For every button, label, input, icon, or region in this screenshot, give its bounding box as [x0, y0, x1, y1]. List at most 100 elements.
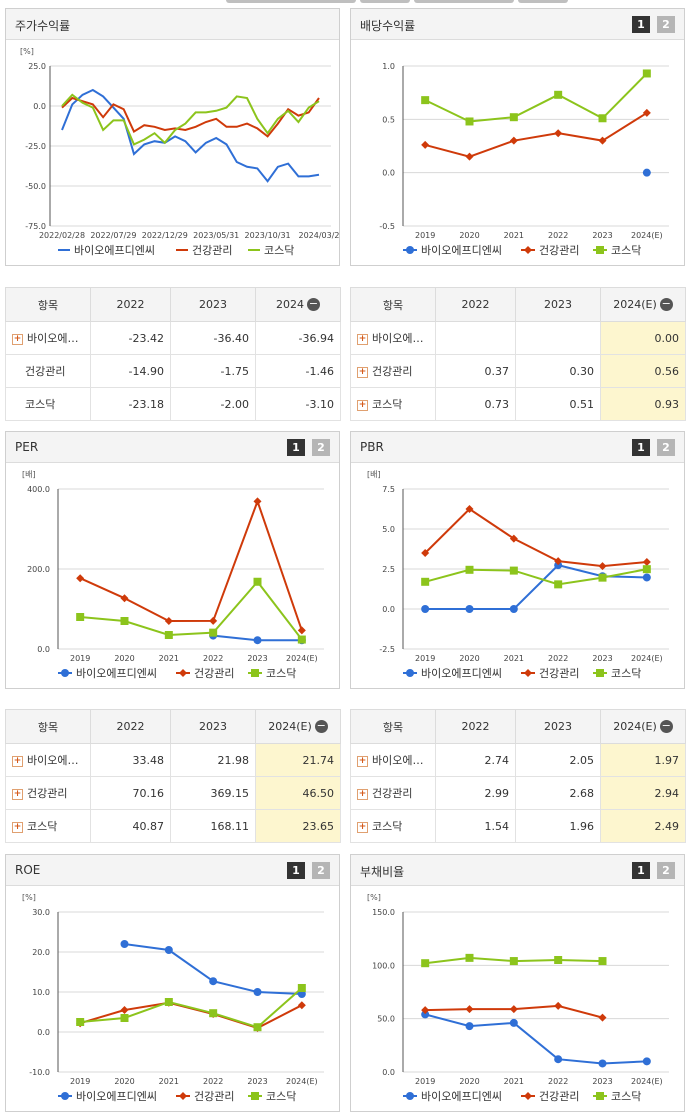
expand-icon[interactable]: + [357, 366, 368, 378]
row-name-cell[interactable]: 코스닥 [5, 387, 91, 421]
stock-return-panel: 주가수익률 [%] 25.0 0.0 -25.0 -50.0 -75.0 2022/02/2… [5, 8, 340, 266]
data-point [509, 605, 518, 613]
column-header-label: 2024(E) [613, 297, 657, 311]
row-name-cell[interactable]: + 코스닥 [350, 809, 436, 843]
table-row: + 코스닥 1.54 1.96 2.49 [350, 809, 686, 843]
x-tick-label: 2019 [415, 231, 435, 240]
data-point [465, 1022, 474, 1031]
view-1-button[interactable]: 1 [632, 439, 650, 456]
expand-icon[interactable]: + [12, 788, 23, 800]
expand-icon[interactable]: + [357, 788, 368, 800]
view-2-button[interactable]: 2 [657, 16, 675, 33]
legend-label: 코스닥 [611, 244, 641, 257]
data-point [421, 140, 430, 149]
legend-label: 코스닥 [264, 244, 294, 257]
row-name-cell[interactable]: + 코스닥 [5, 809, 91, 843]
y-tick-label: -50.0 [25, 182, 46, 191]
y-tick-label: -10.0 [29, 1068, 50, 1077]
view-1-button[interactable]: 1 [287, 439, 305, 456]
panel-title: 주가수익률 [15, 19, 71, 33]
column-header-label: 2023 [199, 298, 227, 311]
top-tab[interactable] [518, 0, 568, 3]
per-table: 항목 2022 2023 2024(E) − + 바이오에… 33.48 21.98 21.74 +… [5, 709, 341, 843]
series-line [79, 498, 303, 631]
column-header: 2023 [515, 287, 601, 322]
legend-label: 바이오에프디엔씨 [421, 667, 502, 680]
series-line [424, 507, 647, 568]
row-name-cell[interactable]: + 바이오에… [5, 321, 91, 355]
data-point [209, 977, 218, 986]
roe-panel: ROE 1 2 [%] 30.0 20.0 10.0 0.0 -10.0 2019 2020 2… [5, 854, 340, 1112]
data-point [465, 605, 474, 613]
expand-icon[interactable]: + [357, 755, 368, 767]
row-name-cell[interactable]: + 바이오에… [5, 743, 91, 777]
data-point [421, 605, 430, 613]
row-name-cell[interactable]: + 건강관리 [350, 354, 436, 388]
y-tick-label: -2.5 [379, 645, 395, 654]
row-name: 건강관리 [25, 365, 66, 378]
column-header: 2022 [435, 709, 516, 744]
view-2-button[interactable]: 2 [657, 862, 675, 879]
view-1-button[interactable]: 1 [287, 862, 305, 879]
data-point [642, 168, 651, 177]
expand-icon[interactable]: + [357, 821, 368, 833]
view-1-button[interactable]: 1 [632, 862, 650, 879]
value-cell: 0.37 [435, 354, 516, 388]
data-point [465, 152, 474, 161]
data-point [509, 1005, 518, 1014]
value-cell: 1.97 [600, 743, 686, 777]
column-header-label: 2022 [461, 720, 490, 733]
expand-icon[interactable]: + [357, 399, 368, 411]
expand-icon[interactable]: + [357, 333, 368, 345]
x-tick-label: 2024(E) [631, 1077, 663, 1086]
data-point [509, 957, 518, 966]
data-point [596, 246, 604, 254]
top-tab[interactable] [414, 0, 514, 3]
row-name: 건강관리 [372, 365, 413, 378]
data-point [598, 573, 607, 582]
data-point [421, 1006, 430, 1015]
column-header: 항목 [5, 287, 91, 322]
row-name-cell[interactable]: + 바이오에… [350, 321, 436, 355]
x-tick-label: 2022 [548, 654, 568, 663]
data-point [421, 577, 430, 586]
view-2-button[interactable]: 2 [312, 439, 330, 456]
data-point [76, 1018, 85, 1026]
data-point [297, 984, 306, 992]
data-point [524, 1092, 532, 1100]
y-tick-label: 30.0 [32, 908, 50, 917]
row-name-cell[interactable]: + 바이오에… [350, 743, 436, 777]
panel-header: 주가수익률 [6, 9, 339, 40]
table-row: + 바이오에… 2.74 2.05 1.97 [350, 743, 686, 777]
series-line [424, 112, 648, 158]
expand-icon[interactable]: + [12, 755, 23, 767]
row-name-cell[interactable]: + 건강관리 [350, 776, 436, 810]
top-tab[interactable] [360, 0, 410, 3]
view-1-button[interactable]: 1 [632, 16, 650, 33]
x-tick-label: 2023 [247, 1077, 267, 1086]
data-point [509, 566, 518, 575]
expand-icon[interactable]: + [12, 333, 23, 345]
x-tick-label: 2023/10/31 [245, 231, 291, 240]
row-name-cell[interactable]: + 건강관리 [5, 776, 91, 810]
expand-icon[interactable]: + [12, 821, 23, 833]
value-cell: 0.51 [515, 387, 601, 421]
collapse-icon[interactable]: − [307, 297, 320, 312]
column-header: 2023 [170, 709, 256, 744]
row-name-cell[interactable]: + 코스닥 [350, 387, 436, 421]
row-name-cell[interactable]: 건강관리 [5, 354, 91, 388]
top-tab[interactable] [226, 0, 356, 3]
value-cell: -36.94 [255, 321, 341, 355]
legend-label: 바이오에프디엔씨 [76, 1090, 157, 1103]
view-2-button[interactable]: 2 [657, 439, 675, 456]
data-point [509, 136, 518, 145]
collapse-icon[interactable]: − [659, 719, 673, 734]
data-point [164, 631, 173, 639]
collapse-icon[interactable]: − [659, 297, 673, 312]
data-point [253, 636, 262, 645]
data-point [120, 617, 129, 625]
view-2-button[interactable]: 2 [312, 862, 330, 879]
collapse-icon[interactable]: − [314, 719, 328, 734]
column-header: 항목 [5, 709, 91, 744]
column-header-latest: 2024(E) − [600, 287, 686, 322]
